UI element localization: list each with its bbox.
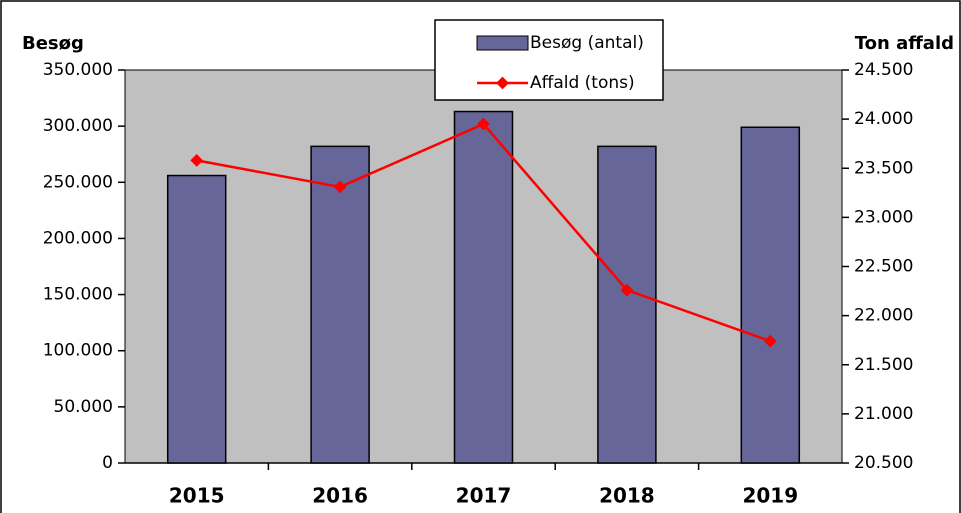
line-marker [477,117,490,131]
y-tick-label: 300.000 [43,116,113,136]
y-axis-label: Besøg [22,33,84,54]
x-tick-label: 2018 [599,484,655,508]
y-tick-label: 150.000 [43,285,113,305]
x-tick-label: 2017 [456,484,512,508]
x-tick-label: 2019 [742,484,798,508]
y-tick-label: 0 [102,453,113,473]
y2-tick-label: 23.000 [854,207,913,227]
line-marker [333,180,347,194]
y-tick-label: 200.000 [43,228,113,248]
y2-axis-label: Ton affald [855,33,954,54]
y2-tick-label: 22.000 [854,306,913,326]
y2-tick-label: 24.500 [854,60,913,80]
legend-label: Affald (tons) [530,73,635,93]
x-tick-label: 2015 [169,484,225,508]
bar [597,145,657,464]
legend-swatch [496,76,509,90]
line-marker [190,154,204,167]
y2-tick-label: 22.500 [854,257,913,277]
y2-tick-label: 21.000 [854,404,913,424]
y2-tick-label: 21.500 [854,355,913,375]
y-tick-label: 250.000 [43,172,113,192]
bar [166,174,227,464]
bar [453,110,514,464]
y-tick-label: 350.000 [43,60,113,80]
bar [740,126,801,464]
legend-label: Besøg (antal) [530,33,644,53]
y2-tick-label: 24.000 [854,109,913,129]
y-tick-label: 100.000 [43,341,113,361]
y2-tick-label: 23.500 [854,158,913,178]
x-tick-label: 2016 [312,484,368,508]
y-tick-label: 50.000 [54,397,113,417]
y2-tick-label: 20.500 [854,453,913,473]
legend-box [434,19,664,101]
bar [310,145,370,464]
legend-swatch [476,35,529,51]
